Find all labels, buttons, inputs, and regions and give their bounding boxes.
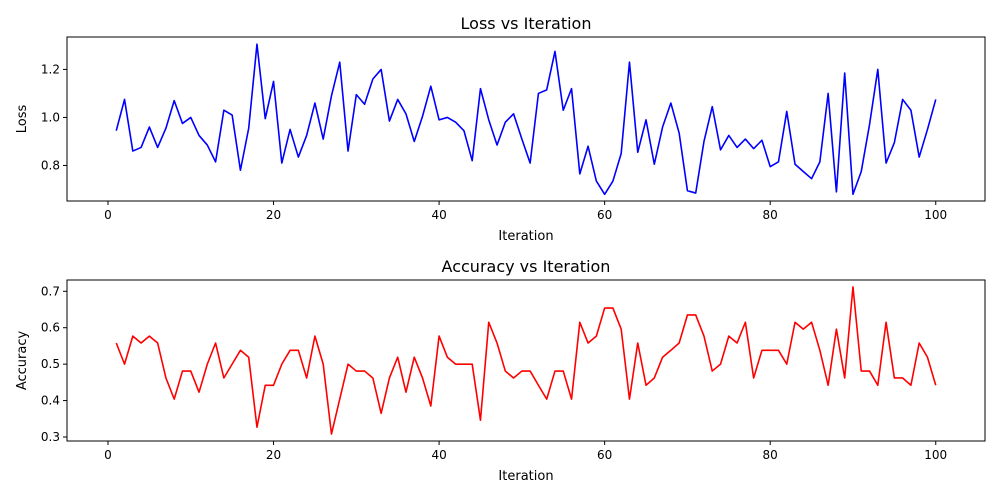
accuracy-x-tick-label: 80 <box>763 448 778 462</box>
accuracy-x-tick-label: 40 <box>431 448 446 462</box>
accuracy-x-tick-label: 0 <box>104 448 112 462</box>
loss-x-tick-label: 60 <box>597 208 612 222</box>
accuracy-y-tick-label: 0.5 <box>41 357 60 371</box>
accuracy-series-line-0 <box>115 286 937 435</box>
loss-x-axis-label: Iteration <box>498 229 553 244</box>
loss-x-tick-label: 20 <box>266 208 281 222</box>
accuracy-y-tick-label: 0.6 <box>41 321 60 335</box>
accuracy-chart: 0 20 40 60 80 100 0.3 0.4 0.5 0.6 0.7 Accuracy vs I… <box>15 257 986 484</box>
accuracy-x-axis-label: Iteration <box>498 469 553 484</box>
loss-y-tick-label: 1.2 <box>41 62 60 76</box>
loss-chart-title: Loss vs Iteration <box>461 14 592 33</box>
loss-x-tick-label: 80 <box>763 208 778 222</box>
accuracy-axes-frame <box>66 279 986 442</box>
loss-x-tick-label: 40 <box>431 208 446 222</box>
accuracy-y-tick-label: 0.4 <box>41 394 60 408</box>
accuracy-x-tick-label: 20 <box>266 448 281 462</box>
loss-x-tick-label: 100 <box>924 208 947 222</box>
accuracy-y-tick-label: 0.7 <box>41 284 60 298</box>
loss-y-axis-label: Loss <box>15 105 30 134</box>
loss-chart: 0 20 40 60 80 100 0.8 1.0 1.2 Loss vs Iteration It… <box>15 14 986 244</box>
loss-axes-frame <box>66 36 986 202</box>
loss-series-line-0 <box>115 43 937 196</box>
loss-y-tick-label: 1.0 <box>41 110 60 124</box>
accuracy-x-tick-label: 100 <box>924 448 947 462</box>
accuracy-x-tick-label: 60 <box>597 448 612 462</box>
accuracy-y-axis-label: Accuracy <box>15 331 30 391</box>
loss-y-tick-label: 0.8 <box>41 158 60 172</box>
accuracy-y-tick-label: 0.3 <box>41 430 60 444</box>
loss-x-tick-label: 0 <box>104 208 112 222</box>
accuracy-chart-title: Accuracy vs Iteration <box>442 257 611 276</box>
